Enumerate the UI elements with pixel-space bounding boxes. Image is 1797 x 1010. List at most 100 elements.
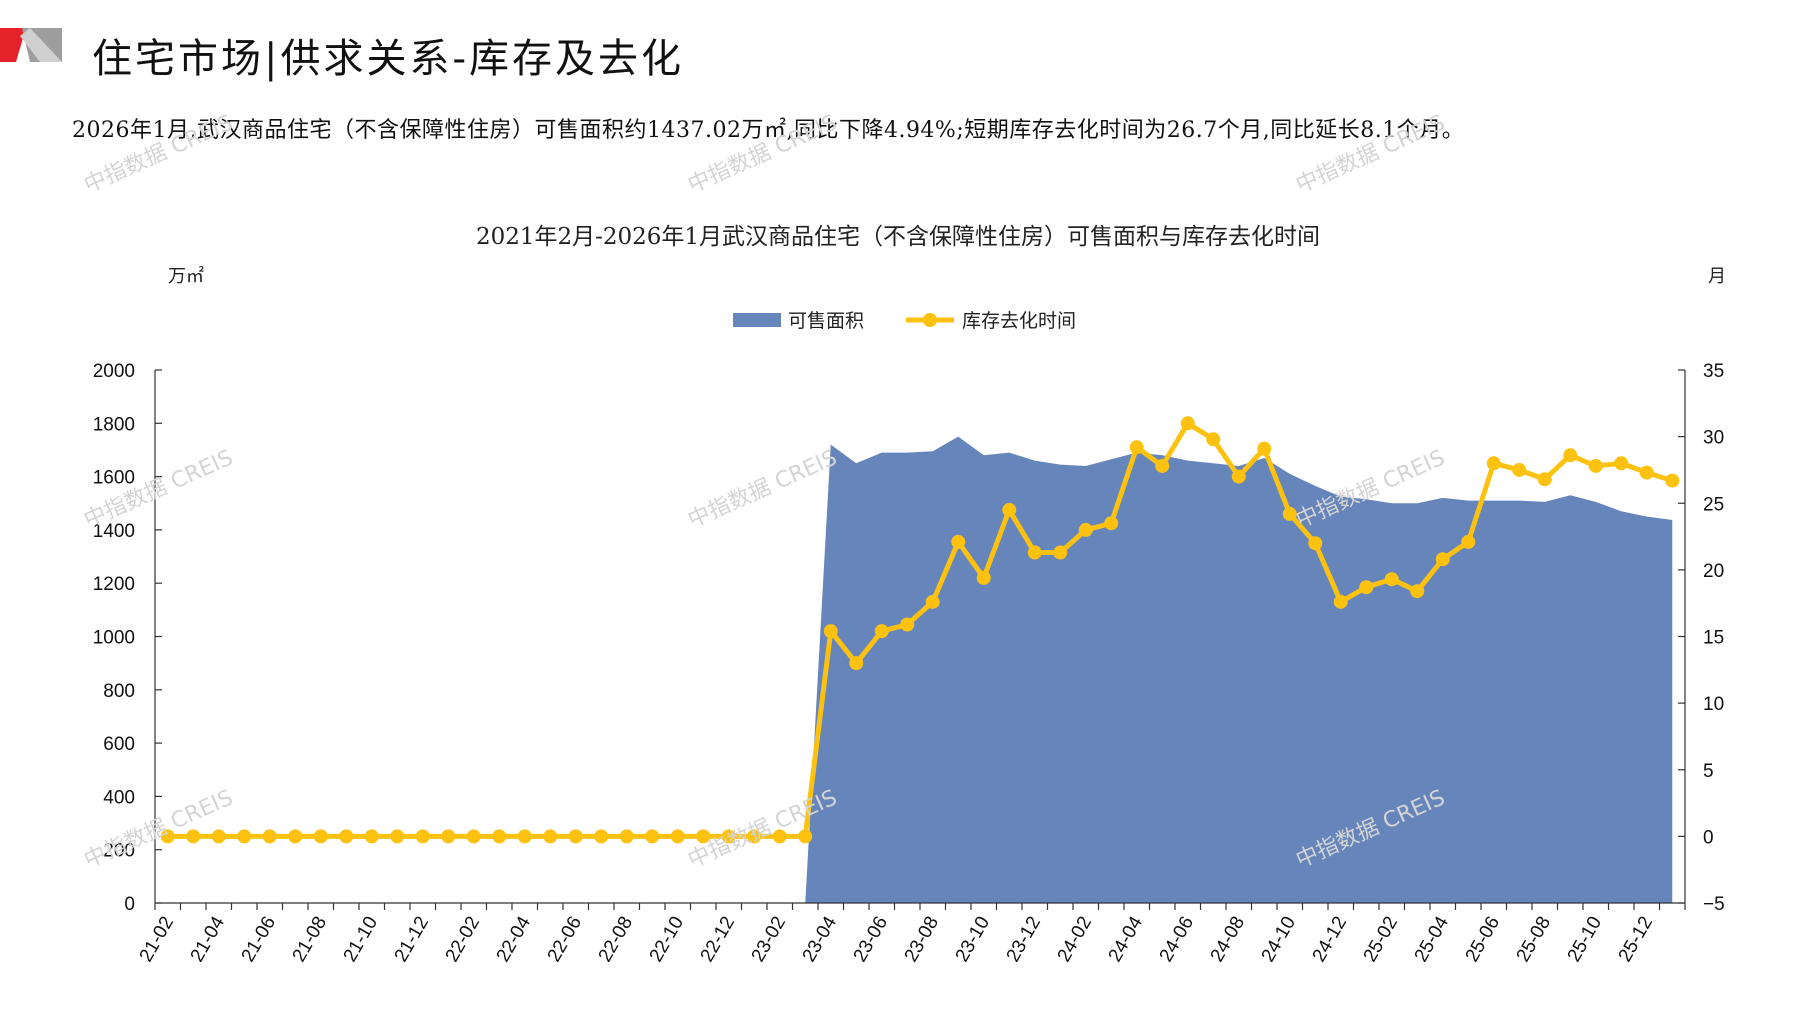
x-tick-label: 21-02 (136, 913, 178, 966)
line-point (849, 656, 864, 671)
left-tick-label: 200 (103, 841, 135, 862)
line-point (1384, 572, 1399, 587)
line-point (645, 829, 660, 844)
right-tick-label: −5 (1703, 894, 1725, 915)
legend-line-label: 库存去化时间 (962, 310, 1076, 332)
line-point (1333, 594, 1348, 609)
right-tick-label: 10 (1703, 694, 1724, 715)
line-point (160, 829, 175, 844)
x-tick-label: 25-08 (1513, 913, 1555, 966)
line-point (1435, 552, 1450, 567)
line-point (1588, 458, 1603, 473)
line-point (1537, 472, 1552, 487)
right-tick-label: 25 (1703, 494, 1724, 515)
left-tick-label: 1200 (93, 574, 135, 595)
x-tick-label: 23-06 (850, 913, 892, 966)
line-point (619, 829, 634, 844)
line-point (364, 829, 379, 844)
x-tick-label: 24-08 (1207, 913, 1249, 966)
line-point (670, 829, 685, 844)
line-point (288, 829, 303, 844)
summary-text: 2026年1月,武汉商品住宅（不含保障性住房）可售面积约1437.02万㎡,同比… (72, 118, 1465, 143)
line-point (1486, 456, 1501, 471)
line-point (262, 829, 277, 844)
logo-light-shape (20, 28, 62, 62)
right-tick-label: 5 (1703, 761, 1714, 782)
x-tick-label: 24-06 (1156, 913, 1198, 966)
x-tick-label: 25-10 (1564, 913, 1606, 966)
line-point (925, 594, 940, 609)
x-tick-label: 23-10 (952, 913, 994, 966)
line-point (1180, 416, 1195, 431)
x-tick-label: 24-04 (1105, 913, 1148, 966)
left-tick-label: 1000 (93, 628, 135, 649)
line-point (721, 829, 736, 844)
line-point (390, 829, 405, 844)
x-tick-label: 24-02 (1054, 913, 1096, 966)
left-tick-label: 1800 (93, 414, 135, 435)
line-point (1002, 502, 1017, 517)
line-point (696, 829, 711, 844)
line-point (1359, 580, 1374, 595)
line-point (1155, 458, 1170, 473)
left-tick-label: 0 (124, 894, 135, 915)
line-point (1129, 440, 1144, 455)
left-tick-label: 600 (103, 734, 135, 755)
page-title: 住宅市场|供求关系-库存及去化 (92, 36, 684, 82)
right-tick-label: 0 (1703, 827, 1714, 848)
line-point (517, 829, 532, 844)
line-point (1308, 536, 1323, 551)
line-point (1078, 522, 1093, 537)
x-tick-label: 23-02 (748, 913, 790, 966)
right-tick-label: 30 (1703, 428, 1724, 449)
line-point (1563, 448, 1578, 463)
line-point (823, 624, 838, 639)
line-point (1027, 545, 1042, 560)
line-point (951, 534, 966, 549)
line-point (211, 829, 226, 844)
line-point (1257, 441, 1272, 456)
line-point (1614, 456, 1629, 471)
x-tick-label: 21-04 (187, 913, 230, 966)
line-point (1512, 462, 1527, 477)
x-tick-label: 22-12 (697, 913, 739, 966)
line-point (313, 829, 328, 844)
line-point (594, 829, 609, 844)
x-tick-label: 25-04 (1411, 913, 1454, 966)
line-point (976, 570, 991, 585)
x-tick-label: 23-04 (799, 913, 842, 966)
x-tick-label: 21-06 (238, 913, 280, 966)
x-tick-label: 25-02 (1360, 913, 1402, 966)
x-tick-label: 21-12 (391, 913, 433, 966)
legend: 可售面积 库存去化时间 (733, 310, 1076, 332)
chart-title: 2021年2月-2026年1月武汉商品住宅（不含保障性住房）可售面积与库存去化时… (476, 224, 1320, 250)
left-tick-label: 1400 (93, 521, 135, 542)
left-tick-label: 800 (103, 681, 135, 702)
x-tick-label: 22-08 (595, 913, 637, 966)
x-tick-label: 21-10 (340, 913, 382, 966)
line-point (237, 829, 252, 844)
line-point (415, 829, 430, 844)
line-point (543, 829, 558, 844)
line-point (186, 829, 201, 844)
x-tick-label: 24-12 (1309, 913, 1351, 966)
legend-line-marker (923, 313, 937, 327)
line-point (339, 829, 354, 844)
right-tick-label: 20 (1703, 561, 1724, 582)
x-tick-label: 25-12 (1615, 913, 1657, 966)
legend-area-swatch (733, 313, 781, 327)
line-point (1053, 545, 1068, 560)
line-point (441, 829, 456, 844)
line-point (1410, 584, 1425, 599)
logo-red-shape (0, 28, 26, 62)
line-point (466, 829, 481, 844)
line-point (747, 829, 762, 844)
x-tick-label: 22-10 (646, 913, 688, 966)
line-point (874, 624, 889, 639)
x-tick-label: 23-12 (1003, 913, 1045, 966)
line-point (1206, 432, 1221, 447)
line-point (900, 617, 915, 632)
left-tick-label: 1600 (93, 468, 135, 489)
line-point (492, 829, 507, 844)
